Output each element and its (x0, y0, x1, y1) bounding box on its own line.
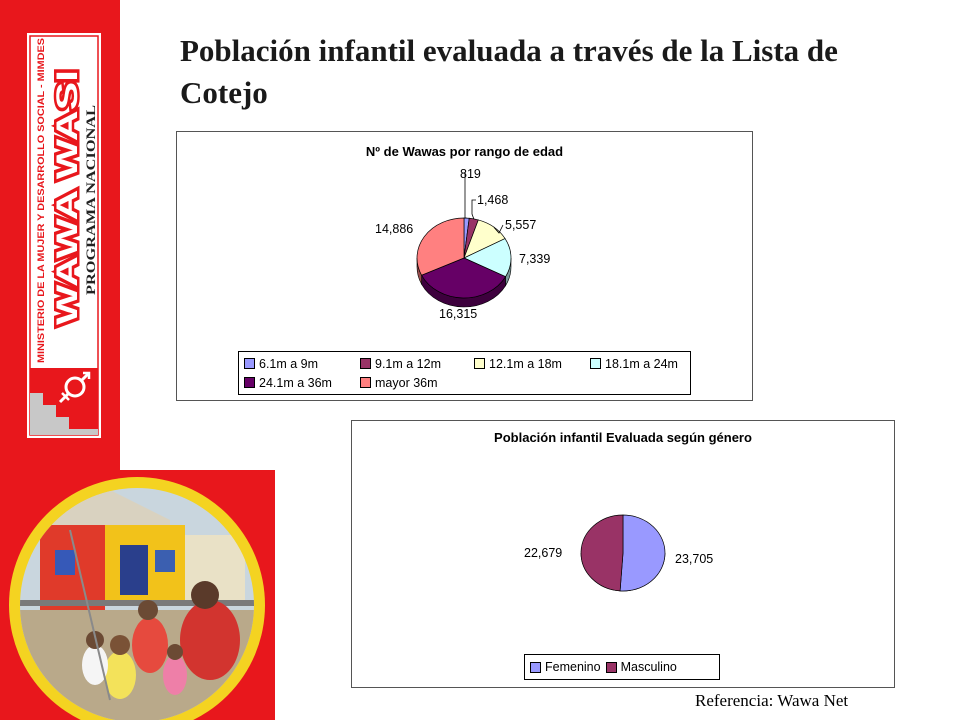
age-range-pie: 819 1,468 5,557 7,339 16,315 14,886 (375, 167, 550, 321)
legend-swatch (360, 377, 371, 388)
legend-item: Femenino (525, 660, 601, 674)
leader-line (493, 224, 504, 234)
data-label: 23,705 (675, 552, 713, 566)
gender-legend: Femenino Masculino (524, 654, 720, 680)
gender-chart: Población infantil Evaluada según género… (351, 420, 895, 688)
legend-item: 6.1m a 9m (239, 354, 355, 373)
legend-item: 9.1m a 12m (355, 354, 469, 373)
legend-label: 12.1m a 18m (489, 356, 562, 371)
pie-slice (416, 217, 465, 276)
data-label: 819 (460, 167, 481, 181)
logo-brand-text: WAWA WASI (51, 70, 84, 325)
legend-swatch (360, 358, 371, 369)
data-label: 5,557 (505, 218, 536, 232)
logo-ministry-text: MINISTERIO DE LA MUJER Y DESARROLLO SOCI… (36, 38, 47, 363)
legend-swatch (244, 377, 255, 388)
pie-slice (619, 514, 666, 592)
legend-label: mayor 36m (375, 375, 438, 390)
pie-slice (421, 257, 507, 299)
legend-label: Femenino (545, 660, 601, 674)
data-label: 16,315 (439, 307, 477, 321)
legend-label: Masculino (620, 660, 677, 674)
pie-slice (463, 238, 512, 278)
children-photo (0, 470, 275, 720)
legend-item: 12.1m a 18m (469, 354, 585, 373)
legend-label: 9.1m a 12m (375, 356, 442, 371)
legend-item: Masculino (601, 660, 677, 674)
legend-swatch (530, 661, 541, 673)
data-label: 22,679 (524, 546, 562, 560)
legend-label: 6.1m a 9m (259, 356, 319, 371)
chart-title: Nº de Wawas por rango de edad (365, 144, 564, 159)
reference-note: Referencia: Wawa Net (695, 691, 849, 710)
legend-label: 18.1m a 24m (605, 356, 678, 371)
legend-item: mayor 36m (355, 373, 469, 392)
legend-swatch (474, 358, 485, 369)
legend-swatch (590, 358, 601, 369)
gender-pie: 23,705 22,679 (524, 514, 713, 592)
logo-program-text: PROGRAMA NACIONAL (83, 105, 98, 295)
legend-label: 24.1m a 36m (259, 375, 332, 390)
age-range-legend: 6.1m a 9m 9.1m a 12m 12.1m a 18m 18.1m a 24… (238, 351, 691, 395)
legend-item: 24.1m a 36m (239, 373, 355, 392)
legend-swatch (244, 358, 255, 369)
wawa-wasi-logo: MINISTERIO DE LA MUJER Y DESARROLLO SOCI… (27, 33, 101, 438)
pie-slice (580, 514, 624, 592)
legend-item: 18.1m a 24m (585, 354, 690, 373)
age-range-chart: Nº de Wawas por rango de edad 819 1,468 5,… (176, 131, 753, 401)
data-label: 7,339 (519, 252, 550, 266)
data-label: 14,886 (375, 222, 413, 236)
logo-steps-emblem (30, 368, 98, 435)
slide-title: Población infantil evaluada a través de … (180, 33, 838, 110)
data-label: 1,468 (477, 193, 508, 207)
chart-title: Población infantil Evaluada según género (494, 430, 752, 445)
leader-line (471, 199, 476, 220)
leader-line (464, 172, 467, 219)
legend-swatch (605, 661, 617, 673)
